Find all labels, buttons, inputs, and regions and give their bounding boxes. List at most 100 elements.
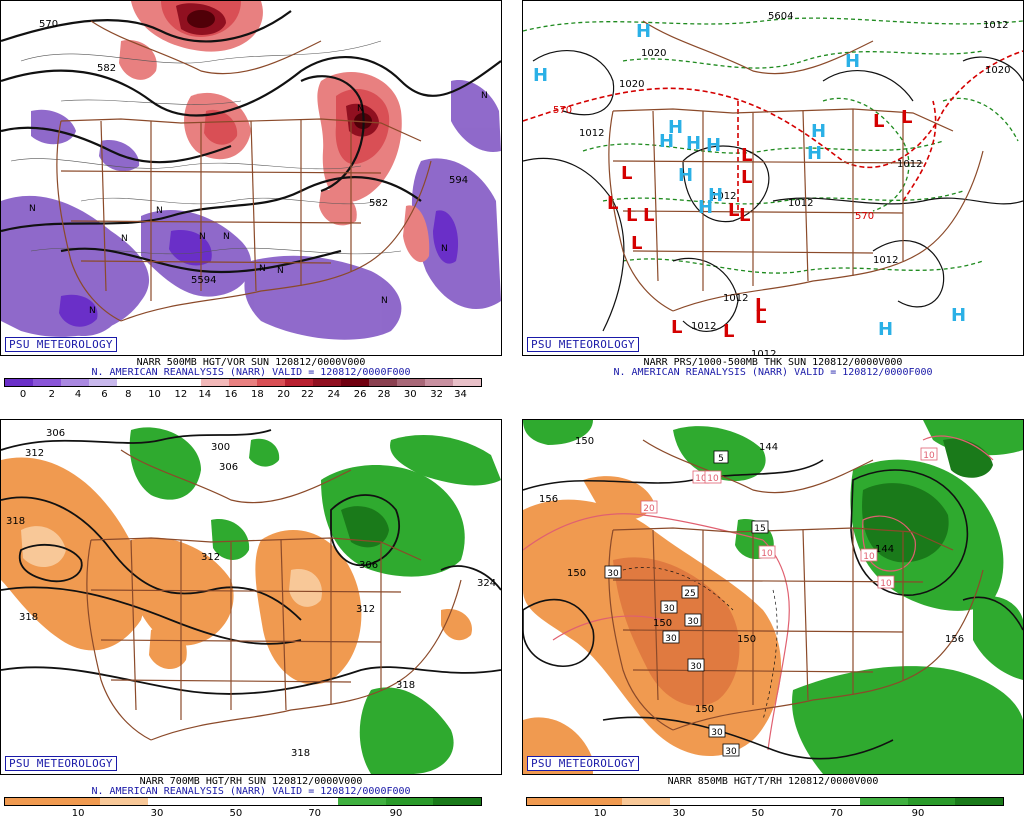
colorbar-swatch	[341, 379, 369, 386]
contour-label: 318	[396, 680, 415, 691]
low-pressure-mark: L	[739, 205, 750, 226]
colorbar	[4, 797, 482, 806]
caption-valid: N. AMERICAN REANALYSIS (NARR) VALID = 12…	[91, 786, 411, 797]
p4-boxed-labels: 5 10 20 10 15 10 10 10 10 30 25 30 30 30…	[604, 447, 938, 757]
contour-label: 318	[291, 748, 310, 759]
vort-max-mark: N	[199, 232, 206, 242]
contour-label: 324	[477, 578, 496, 589]
p2-contour-labels: 1020 1012 1012 1012 1012 1012 1012 1020 …	[553, 11, 1010, 355]
boxed-label: 30	[711, 728, 723, 738]
high-pressure-mark: H	[708, 185, 723, 206]
colorbar-swatch	[622, 798, 670, 805]
low-pressure-mark: L	[755, 295, 766, 316]
low-pressure-mark: L	[626, 205, 637, 226]
low-pressure-mark: L	[723, 321, 734, 342]
caption-valid: N. AMERICAN REANALYSIS (NARR) VALID = 12…	[91, 367, 411, 378]
colorbar-tick-label: 32	[430, 389, 443, 400]
colorbar-tick-label: 12	[174, 389, 188, 400]
low-pressure-mark: L	[755, 307, 766, 328]
colorbar-swatch	[257, 379, 285, 386]
colorbar-swatch	[242, 798, 291, 805]
colorbar-swatch	[313, 379, 341, 386]
contour-label: 570	[39, 19, 58, 30]
boxed-label: 15	[754, 524, 765, 534]
colorbar-tick-label: 2	[48, 389, 55, 400]
low-pressure-mark: L	[873, 111, 884, 132]
brand-label: PSU METEOROLOGY	[5, 756, 117, 771]
panel-500mb-vorticity: 570 582 594 5594 582 N N N N N N N N N N…	[0, 0, 502, 404]
colorbar-tick-label: 90	[911, 808, 925, 819]
high-pressure-mark: H	[878, 319, 893, 340]
contour-label: 144	[759, 442, 778, 453]
map-mslp-svg: 1020 1012 1012 1012 1012 1012 1012 1020 …	[523, 11, 1023, 355]
contour-label: 150	[567, 568, 586, 579]
contour-label: 1020	[985, 65, 1010, 76]
colorbar-swatch	[100, 798, 148, 805]
colorbar-swatch	[574, 798, 623, 805]
vort-max-mark: N	[89, 306, 96, 316]
high-pressure-mark: H	[659, 131, 674, 152]
contour-label: 1012	[711, 191, 736, 202]
contour-label: 300	[211, 442, 230, 453]
vort-max-mark: N	[259, 264, 266, 274]
contour-label: 150	[653, 618, 672, 629]
caption-title: NARR PRS/1000-500MB THK SUN 120812/0000V…	[643, 357, 903, 368]
contour-label: 1012	[873, 255, 898, 266]
contour-label: 582	[369, 198, 388, 209]
boxed-label: 5	[718, 454, 724, 464]
vort-max-mark: N	[277, 266, 284, 276]
colorbar-swatch	[145, 379, 173, 386]
contour-label: 5594	[191, 275, 216, 286]
map-700mb: 306 312 300 306 318 312 306 312 324 318 …	[0, 419, 502, 775]
p2-high-marks: H H H H H H H H H H H H H H	[533, 21, 966, 340]
boxed-label: 30	[665, 634, 677, 644]
brand-label: PSU METEOROLOGY	[527, 756, 639, 771]
p1-vort-marks: N N N N N N N N N N N N	[29, 91, 488, 316]
high-pressure-mark: H	[636, 21, 651, 42]
contour-label: 306	[219, 462, 238, 473]
colorbar-swatch	[5, 798, 53, 805]
contour-label: 150	[695, 704, 714, 715]
colorbar-swatch	[812, 798, 861, 805]
vort-max-mark: N	[156, 206, 163, 216]
colorbar-swatch	[338, 798, 386, 805]
colorbar-swatch	[527, 798, 575, 805]
colorbar-swatch	[385, 798, 434, 805]
contour-label: 1012	[751, 349, 776, 355]
colorbar-tick-label: 34	[454, 389, 467, 400]
colorbar-tick-label: 50	[229, 808, 243, 819]
colorbar-tick-label: 16	[224, 389, 238, 400]
high-pressure-mark: H	[811, 121, 826, 142]
colorbar-tick-label: 10	[71, 808, 85, 819]
high-pressure-mark: H	[706, 135, 721, 156]
colorbar-tick-label: 0	[19, 389, 27, 400]
contour-label: 1020	[619, 79, 644, 90]
contour-label: 1012	[897, 159, 922, 170]
colorbar	[4, 378, 482, 387]
panel-mslp-thickness: 1020 1012 1012 1012 1012 1012 1012 1020 …	[522, 0, 1024, 404]
low-pressure-mark: L	[741, 167, 752, 188]
high-pressure-mark: H	[698, 197, 713, 218]
colorbar-tick-label: 24	[327, 389, 341, 400]
colorbar-tick-label: 10	[593, 808, 607, 819]
brand-label: PSU METEOROLOGY	[527, 337, 639, 352]
colorbar-swatch	[717, 798, 765, 805]
high-pressure-mark: H	[668, 117, 683, 138]
caption-title: NARR 850MB HGT/T/RH 120812/0000V000	[667, 776, 879, 787]
colorbar-tick-label: 28	[377, 389, 391, 400]
low-pressure-mark: L	[901, 107, 912, 128]
vort-max-mark: N	[481, 91, 488, 101]
boxed-label: 30	[687, 617, 699, 627]
vort-max-mark: N	[441, 244, 448, 254]
low-pressure-mark: L	[643, 205, 654, 226]
colorbar-swatch	[201, 379, 229, 386]
vort-max-mark: N	[381, 296, 388, 306]
colorbar-swatch	[61, 379, 89, 386]
colorbar-swatch	[860, 798, 908, 805]
p2-low-marks: L L L L L L L L L L L L L L L	[607, 107, 912, 342]
contour-label: 312	[201, 552, 220, 563]
contour-label: 1012	[691, 321, 716, 332]
high-pressure-mark: H	[845, 51, 860, 72]
colorbar-swatch	[147, 798, 196, 805]
contour-label: 156	[539, 494, 558, 505]
